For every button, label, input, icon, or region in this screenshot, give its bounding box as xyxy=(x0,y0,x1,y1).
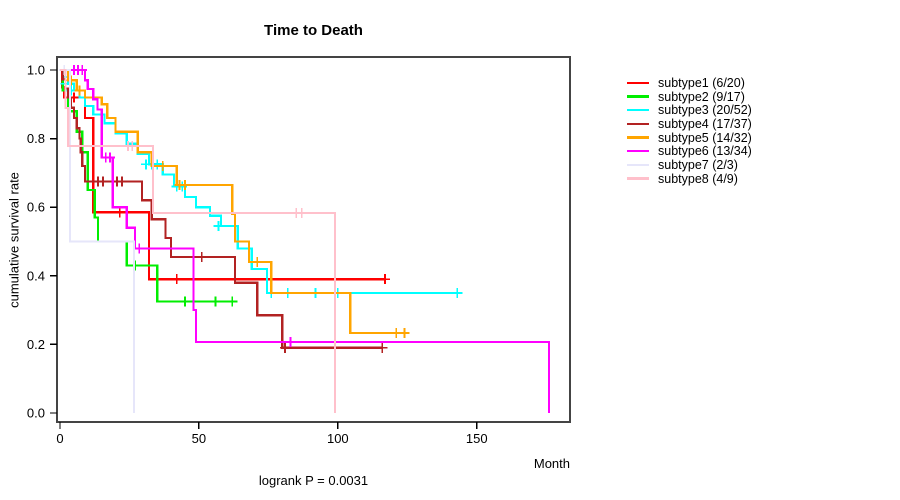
legend-item-subtype1: subtype1 (6/20) xyxy=(627,76,752,90)
legend-item-subtype8: subtype8 (4/9) xyxy=(627,172,752,186)
legend-item-label: subtype1 (6/20) xyxy=(658,75,745,90)
legend-item-label: subtype4 (17/37) xyxy=(658,116,752,131)
x-tick-label: 150 xyxy=(466,431,488,446)
legend-item-label: subtype2 (9/17) xyxy=(658,89,745,104)
km-curve-subtype4 xyxy=(60,68,383,349)
x-tick-label: 50 xyxy=(192,431,206,446)
y-tick-label: 0.4 xyxy=(27,268,45,283)
km-curve-subtype8 xyxy=(60,68,337,413)
legend-item-label: subtype8 (4/9) xyxy=(658,171,738,186)
legend-item-subtype3: subtype3 (20/52) xyxy=(627,103,752,117)
legend-line-swatch xyxy=(627,109,649,112)
legend-item-subtype4: subtype4 (17/37) xyxy=(627,117,752,131)
legend-line-swatch xyxy=(627,95,649,98)
legend-item-label: subtype6 (13/34) xyxy=(658,144,752,159)
legend-item-subtype2: subtype2 (9/17) xyxy=(627,90,752,104)
legend-line-swatch xyxy=(627,122,649,126)
chart-title: Time to Death xyxy=(264,22,363,39)
legend-item-subtype5: subtype5 (14/32) xyxy=(627,131,752,145)
x-tick-label: 0 xyxy=(56,431,63,446)
legend-line-swatch xyxy=(627,163,649,167)
y-tick-label: 0.6 xyxy=(27,200,45,215)
y-tick-label: 1.0 xyxy=(27,63,45,78)
legend-item-label: subtype5 (14/32) xyxy=(658,130,752,145)
y-tick-label: 0.0 xyxy=(27,406,45,421)
plot-box xyxy=(56,56,571,423)
legend-item-subtype6: subtype6 (13/34) xyxy=(627,144,752,158)
logrank-p-value: logrank P = 0.0031 xyxy=(258,473,369,488)
legend: subtype1 (6/20) subtype2 (9/17) subtype3 (… xyxy=(627,76,752,186)
legend-line-swatch xyxy=(627,81,649,85)
legend-line-swatch xyxy=(627,136,649,139)
legend-item-label: subtype7 (2/3) xyxy=(658,157,738,172)
km-curve-subtype1 xyxy=(60,68,386,281)
x-axis-label: Month xyxy=(533,456,570,471)
km-curve-subtype7 xyxy=(60,68,136,413)
y-tick-label: 0.2 xyxy=(27,337,45,352)
y-tick-label: 0.8 xyxy=(27,131,45,146)
x-tick-label: 100 xyxy=(327,431,349,446)
legend-item-label: subtype3 (20/52) xyxy=(658,103,752,118)
legend-item-subtype7: subtype7 (2/3) xyxy=(627,158,752,172)
legend-line-swatch xyxy=(627,150,649,153)
legend-line-swatch xyxy=(627,177,649,180)
